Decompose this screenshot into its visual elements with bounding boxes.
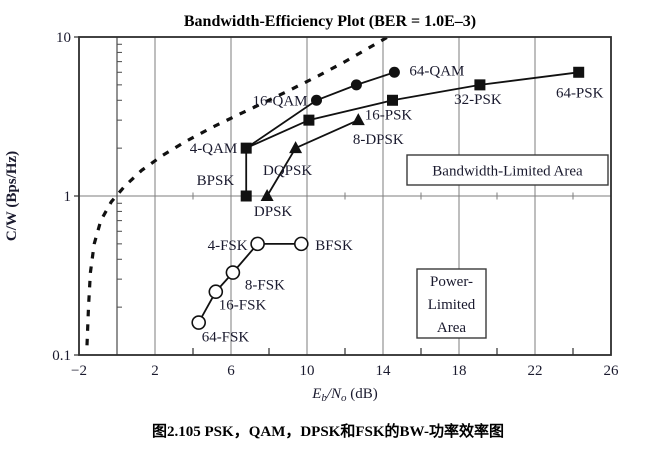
x-tick-label-26: 26 <box>604 363 620 379</box>
y-tick-label-0.1: 0.1 <box>52 348 71 364</box>
chart-title: Bandwidth-Efficiency Plot (BER = 1.0E–3) <box>184 13 476 30</box>
power-limited-area-label: Limited <box>428 297 476 313</box>
bandwidth-efficiency-chart: Bandwidth-Efficiency Plot (BER = 1.0E–3)… <box>4 13 620 404</box>
bandwidth-limited-area-label: Bandwidth-Limited Area <box>432 164 583 180</box>
point-label-4-fsk: 4-FSK <box>208 238 248 254</box>
series-dpsk-line <box>266 119 359 197</box>
marker-32-psk <box>474 79 486 91</box>
point-label-bfsk: BFSK <box>315 238 353 254</box>
marker-bpsk <box>240 190 252 202</box>
point-label-64-qam: 64-QAM <box>409 63 464 79</box>
marker-dqpsk <box>289 141 303 154</box>
marker-qam-point <box>350 79 362 91</box>
point-label-64-psk: 64-PSK <box>556 85 604 101</box>
figure-caption: 图2.105 PSK，QAM，DPSK和FSK的BW-功率效率图 <box>152 424 504 440</box>
marker-8-fsk <box>225 265 241 280</box>
marker-dpsk <box>260 189 274 201</box>
point-label-8-fsk: 8-FSK <box>245 278 285 294</box>
marker-4-qam <box>240 142 252 154</box>
point-label-dpsk: DPSK <box>254 204 293 220</box>
bandwidth-limited-area-box: Bandwidth-Limited Area <box>406 154 609 186</box>
marker-8-dpsk <box>351 113 365 126</box>
power-limited-area-rect <box>416 268 487 339</box>
x-axis-title: Eb/No (dB) <box>311 386 378 404</box>
y-tick-label-10: 10 <box>56 30 71 46</box>
power-limited-area-box: Power- Limited Area <box>416 268 487 339</box>
point-label-16-fsk: 16-FSK <box>219 298 267 314</box>
marker-4-fsk <box>250 236 265 252</box>
shannon-limit-curve <box>85 37 392 346</box>
x-tick-label-2: 2 <box>151 363 159 379</box>
marker-16-fsk <box>208 284 224 300</box>
marker-64-psk <box>573 66 585 78</box>
x-tick-label-22: 22 <box>528 363 543 379</box>
point-label-16-qam: 16-QAM <box>253 93 308 109</box>
y-axis-title: C/W (Bps/Hz) <box>4 151 20 241</box>
x-tick-label-−2: −2 <box>71 363 87 379</box>
x-tick-label-14: 14 <box>376 363 392 379</box>
power-limited-area-label: Power- <box>430 274 473 290</box>
point-label-bpsk: BPSK <box>197 173 235 189</box>
marker-bfsk <box>293 236 309 252</box>
power-limited-area-label: Area <box>437 320 466 336</box>
series-psk-line <box>245 71 579 196</box>
point-label-16-psk: 16-PSK <box>365 107 413 123</box>
marker-64-fsk <box>191 315 206 330</box>
marker-64-qam <box>388 66 400 78</box>
x-tick-label-6: 6 <box>227 363 235 379</box>
point-label-32-psk: 32-PSK <box>454 92 502 108</box>
series-qam-line <box>245 71 395 149</box>
point-label-64-fsk: 64-FSK <box>202 330 250 346</box>
y-tick-label-1: 1 <box>64 189 72 205</box>
point-label-dqpsk: DQPSK <box>263 163 312 179</box>
x-tick-label-18: 18 <box>452 363 467 379</box>
marker-psk-point <box>303 114 315 126</box>
marker-16-psk <box>387 94 398 106</box>
point-label-4-qam: 4-QAM <box>190 141 238 157</box>
bandwidth-limited-area-rect <box>406 154 609 186</box>
marker-16-qam <box>311 94 322 106</box>
point-label-8-dpsk: 8-DPSK <box>353 132 404 148</box>
x-tick-label-10: 10 <box>300 363 315 379</box>
